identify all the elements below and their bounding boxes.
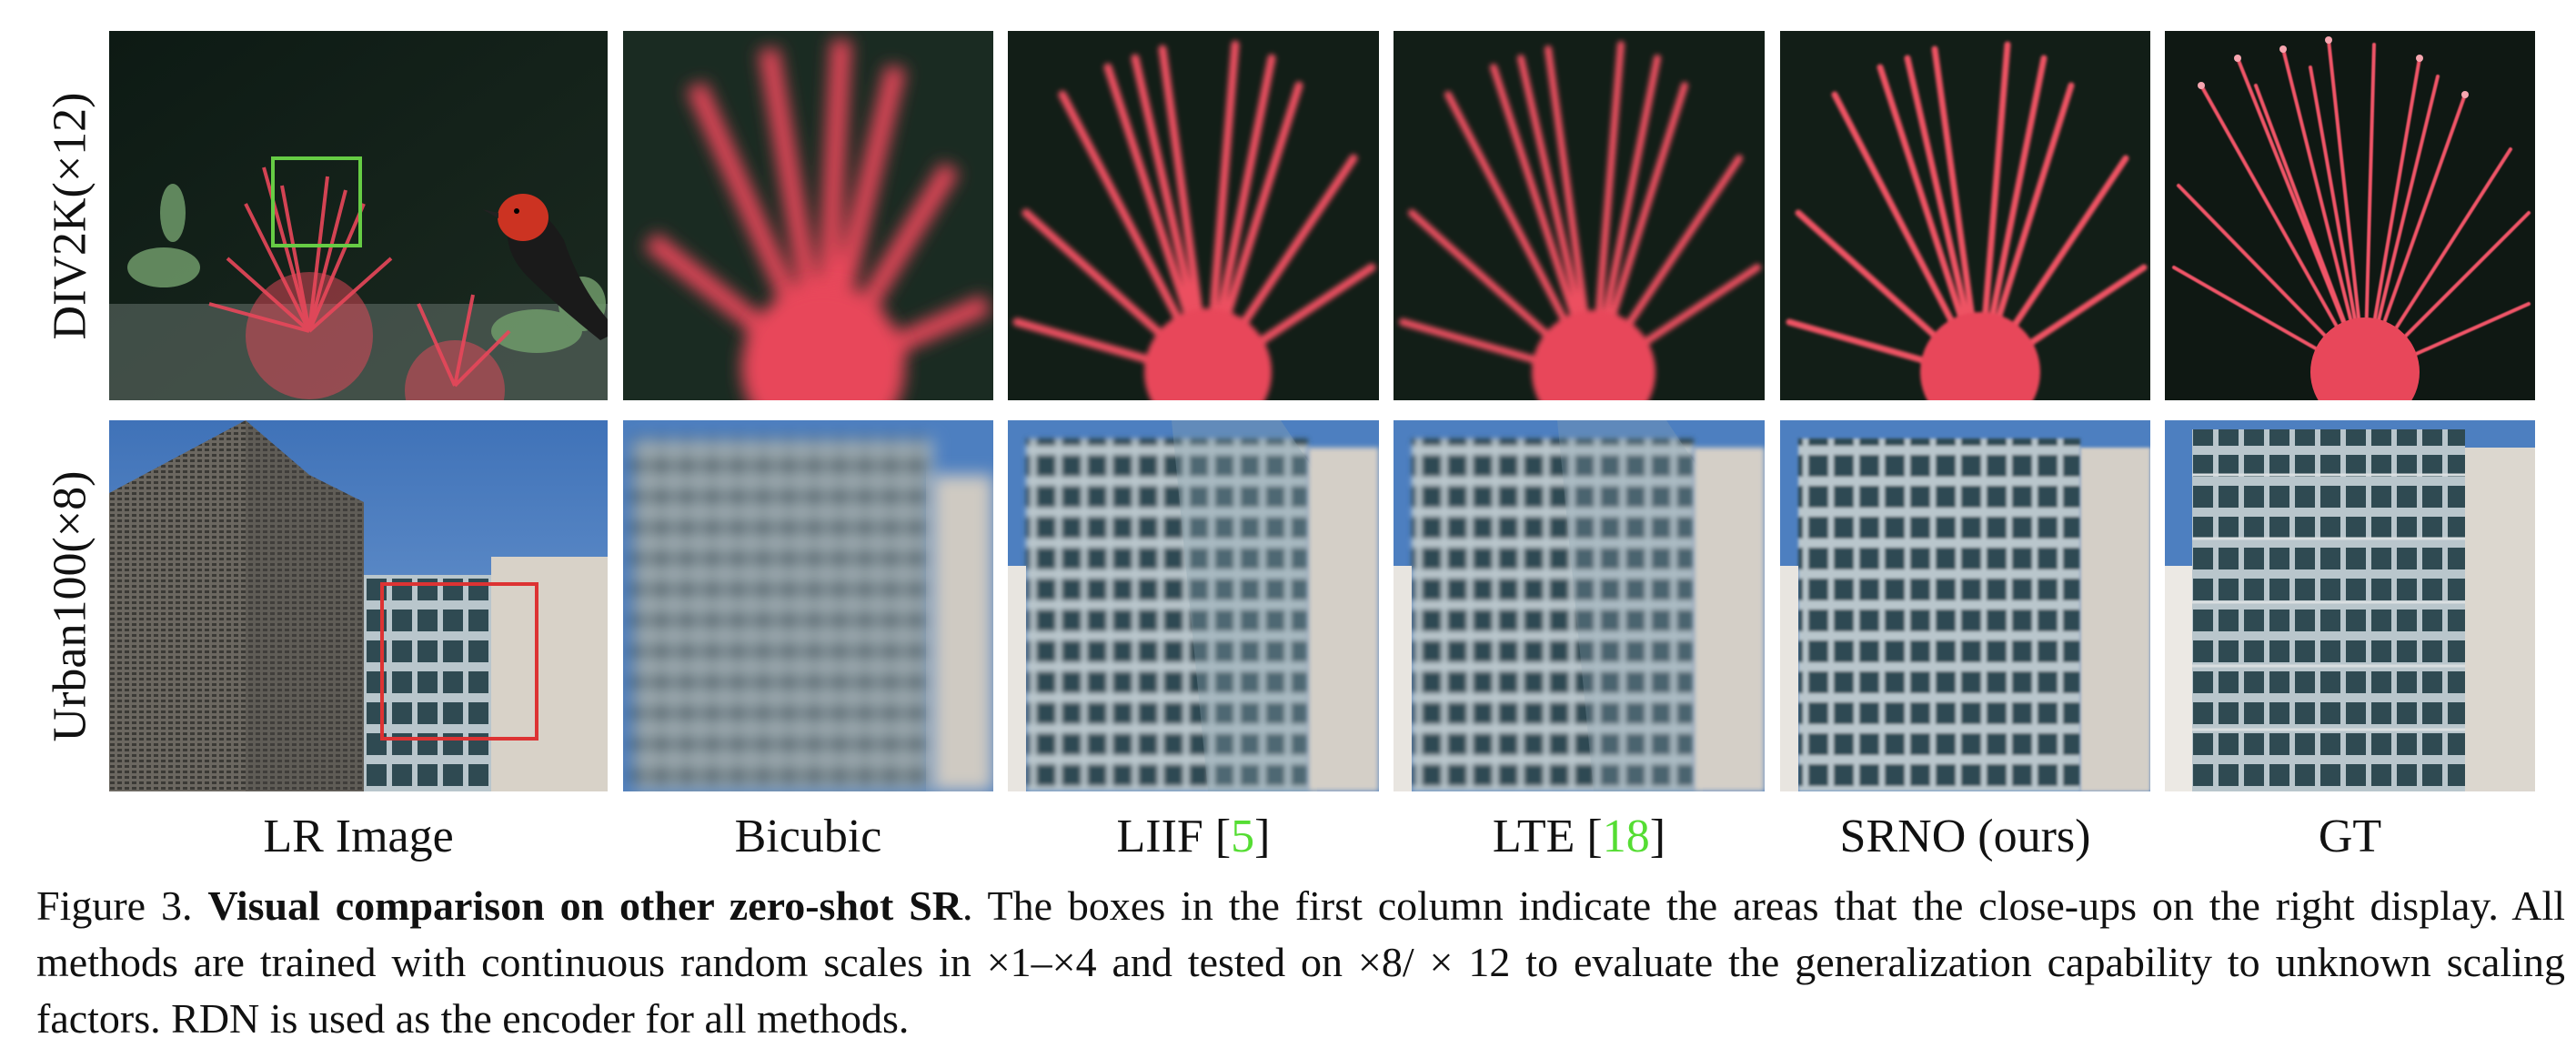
bicubic-urban100-crop [623, 420, 993, 791]
column-label-text: SRNO (ours) [1839, 811, 2091, 862]
column-label-liif: LIIF [5] [1008, 805, 1379, 869]
column-label-lr-image: LR Image [109, 805, 608, 869]
row-label-text: Urban100(×8) [44, 470, 96, 741]
column-label-text: GT [2318, 811, 2382, 862]
srno-urban100-crop [1780, 420, 2150, 791]
lr-image-urban100 [109, 420, 608, 791]
row-label-div2k: DIV2K(×12) [38, 31, 102, 400]
green-region-box [271, 156, 362, 247]
caption-body: . The boxes in the first column indicate… [36, 882, 2566, 1042]
caption-prefix: Figure 3. [36, 882, 193, 929]
row-label-text: DIV2K(×12) [44, 92, 96, 339]
column-label-text: LIIF [ [1116, 811, 1232, 862]
column-label-text: LTE [ [1492, 811, 1603, 862]
figure-caption: Figure 3. Visual comparison on other zer… [36, 878, 2565, 1047]
citation-link[interactable]: 18 [1602, 811, 1650, 862]
lr-image-div2k [109, 31, 608, 400]
caption-title: Visual comparison on other zero-shot SR [207, 882, 963, 929]
column-label-srno: SRNO (ours) [1780, 805, 2150, 869]
srno-div2k-crop [1780, 31, 2150, 400]
gt-div2k-crop [2165, 31, 2535, 400]
column-label-bicubic: Bicubic [623, 805, 993, 869]
citation-link[interactable]: 5 [1231, 811, 1255, 862]
column-label-suffix: ] [1254, 811, 1271, 862]
gt-urban100-crop [2165, 420, 2535, 791]
row-label-urban100: Urban100(×8) [38, 420, 102, 791]
column-label-lte: LTE [18] [1394, 805, 1765, 869]
red-region-box [380, 582, 538, 741]
lte-urban100-crop [1394, 420, 1765, 791]
column-label-text: Bicubic [734, 811, 882, 862]
lte-div2k-crop [1394, 31, 1765, 400]
column-label-text: LR Image [263, 811, 454, 862]
bicubic-div2k-crop [623, 31, 993, 400]
column-label-gt: GT [2165, 805, 2535, 869]
liif-urban100-crop [1008, 420, 1379, 791]
column-label-suffix: ] [1649, 811, 1666, 862]
liif-div2k-crop [1008, 31, 1379, 400]
